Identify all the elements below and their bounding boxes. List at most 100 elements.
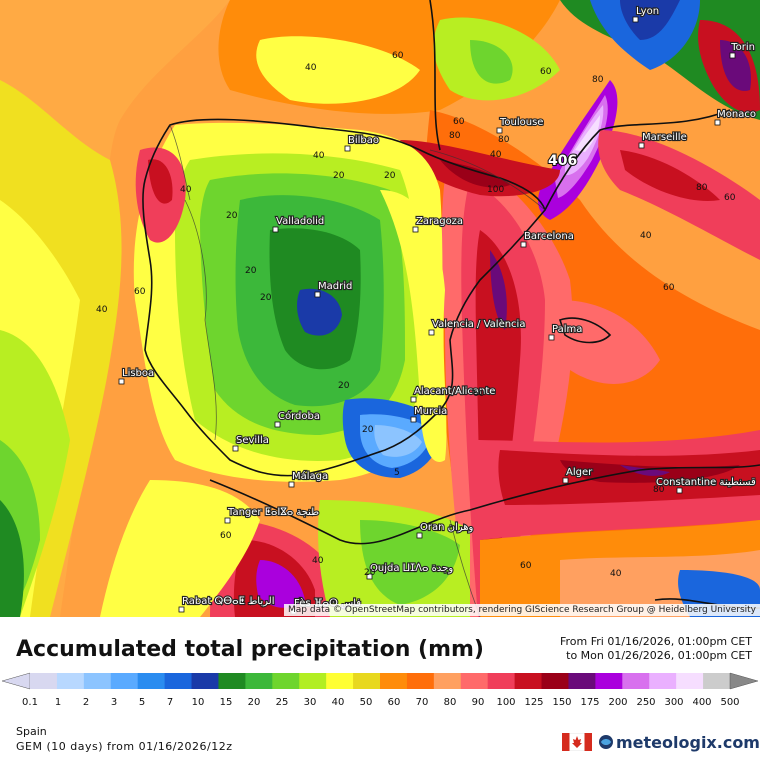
- legend-swatch: [541, 673, 569, 689]
- legend-swatch: [460, 673, 489, 689]
- legend-swatch: [30, 673, 58, 689]
- city-name: Málaga: [292, 470, 328, 482]
- contour-label: 60: [724, 193, 736, 203]
- color-scale-legend: 0.1 1 2 3 5 7 10 15 20 25 30 40 50 60 70 80 90 100 125 150 1…: [1, 672, 759, 708]
- region-label: Spain: [16, 725, 47, 738]
- legend-tick-label: 0.1: [22, 697, 38, 708]
- legend-swatch: [514, 673, 543, 689]
- time-period: From Fri 01/16/2026, 01:00pm CET to Mon …: [560, 635, 752, 663]
- legend-swatch: [353, 673, 381, 689]
- canada-flag-icon: [562, 733, 592, 751]
- contour-label: 20: [226, 211, 238, 221]
- contour-label: 100: [487, 185, 504, 195]
- legend-tick-label: 300: [664, 697, 683, 708]
- city-name: Zaragoza: [416, 216, 463, 227]
- city-17: Málaga: [288, 469, 329, 488]
- contour-label: 60: [134, 287, 146, 297]
- period-to: to Mon 01/26/2026, 01:00pm CET: [566, 649, 752, 662]
- contour-label: 80: [653, 485, 665, 495]
- legend-swatch: [568, 673, 596, 689]
- legend-arrow-right: [729, 672, 759, 690]
- city-18: Alger: [562, 466, 594, 484]
- contour-label: 20: [245, 266, 257, 276]
- contour-label: 60: [540, 67, 552, 77]
- contour-label: 80: [449, 131, 461, 141]
- city-name: Sevilla: [236, 435, 269, 446]
- contour-label: 80: [592, 75, 604, 85]
- city-name: Córdoba: [278, 410, 320, 422]
- model-label: GEM (10 days) from 01/16/2026/12z: [16, 740, 233, 753]
- city-name: Lyon: [636, 6, 659, 17]
- period-from: From Fri 01/16/2026, 01:00pm CET: [560, 635, 752, 648]
- city-labels: Lyon Torin Monaco Marseille Toulouse Bilbao Za…: [118, 5, 757, 615]
- contour-label: 60: [473, 389, 485, 399]
- legend-swatch: [299, 673, 327, 689]
- city-19: Constantine قسنطينة: [655, 476, 757, 494]
- city-20: Tanger ⵟⴰⵏⴵⴰ طنجة: [224, 506, 320, 524]
- legend-tick-label: 15: [220, 697, 233, 708]
- africa-coastline: [209, 464, 760, 545]
- max-precipitation-label: 406: [548, 153, 577, 169]
- city-0: Lyon: [632, 5, 660, 23]
- legend-swatch: [595, 673, 623, 689]
- legend-tick-label: 90: [472, 697, 485, 708]
- city-name: Monaco: [717, 109, 756, 120]
- city-name: Tanger ⵟⴰⵏⴵⴰ طنجة: [227, 507, 319, 518]
- contour-label: 40: [610, 569, 622, 579]
- meteologix-globe-icon: [599, 735, 613, 749]
- legend-arrow-left: [1, 672, 31, 690]
- contour-label: 20: [384, 171, 396, 181]
- city-name: Madrid: [318, 281, 352, 292]
- contour-label: 20: [260, 293, 272, 303]
- legend-tick-label: 60: [388, 697, 401, 708]
- legend-swatch: [191, 673, 219, 689]
- legend-tick-label: 5: [139, 697, 145, 708]
- city-name: Murcia: [414, 406, 447, 417]
- legend-swatch: [218, 673, 246, 689]
- legend-tick-label: 25: [276, 697, 289, 708]
- city-name: Constantine قسنطينة: [656, 477, 756, 488]
- city-name: Alacant/Alicante: [414, 386, 495, 397]
- legend-swatch: [110, 673, 139, 689]
- city-name: Lisboa: [122, 368, 154, 379]
- legend-tick-label: 30: [304, 697, 317, 708]
- legend-panel: Accumulated total precipitation (mm) Fro…: [0, 617, 760, 760]
- city-name: Oujda ⵡⵊⴷⴰ وجدة: [370, 563, 453, 574]
- contour-label: 40: [640, 231, 652, 241]
- legend-tick-label: 400: [692, 697, 711, 708]
- contour-label: 60: [453, 117, 465, 127]
- legend-swatch: [622, 673, 650, 689]
- legend-swatch: [433, 673, 462, 689]
- precipitation-map: Lyon Torin Monaco Marseille Toulouse Bilbao Za…: [0, 0, 760, 618]
- contour-label: 20: [338, 381, 350, 391]
- brand-logo[interactable]: meteologix.com: [562, 731, 760, 753]
- legend-tick-label: 3: [111, 697, 117, 708]
- city-10: Valencia / València: [428, 317, 527, 336]
- contour-label: 40: [180, 185, 192, 195]
- city-name: Toulouse: [499, 117, 543, 128]
- contour-label: 20: [362, 425, 374, 435]
- legend-swatch: [137, 673, 166, 689]
- legend-tick-label: 250: [636, 697, 655, 708]
- legend-tick-label: 125: [524, 697, 543, 708]
- legend-swatch: [326, 673, 354, 689]
- legend-tick-label: 70: [416, 697, 429, 708]
- legend-tick-label: 100: [496, 697, 515, 708]
- legend-tick-label: 20: [248, 697, 261, 708]
- city-name: Rabat ⵕⴱⴰⵟ الرباط: [182, 596, 274, 607]
- legend-swatch: [676, 673, 704, 689]
- city-name: Valencia / València: [432, 318, 525, 330]
- city-22: Oujda ⵡⵊⴷⴰ وجدة: [366, 562, 454, 580]
- city-4: Toulouse: [496, 116, 545, 134]
- contour-labels: 40 60 60 80 40 40 20 20 20 40 20 20 60 40 20 5 20 60 60 80 8…: [96, 51, 736, 579]
- city-7: Barcelona: [520, 230, 575, 248]
- legend-tick-label: 40: [332, 697, 345, 708]
- contour-label: 40: [305, 63, 317, 73]
- legend-swatch: [487, 673, 516, 689]
- city-5: Bilbao: [344, 134, 380, 152]
- city-name: Palma: [552, 324, 582, 335]
- city-14: Murcia: [410, 405, 448, 423]
- chart-title: Accumulated total precipitation (mm): [16, 637, 484, 662]
- city-1: Torin: [729, 41, 756, 59]
- contour-label: 20: [364, 568, 376, 578]
